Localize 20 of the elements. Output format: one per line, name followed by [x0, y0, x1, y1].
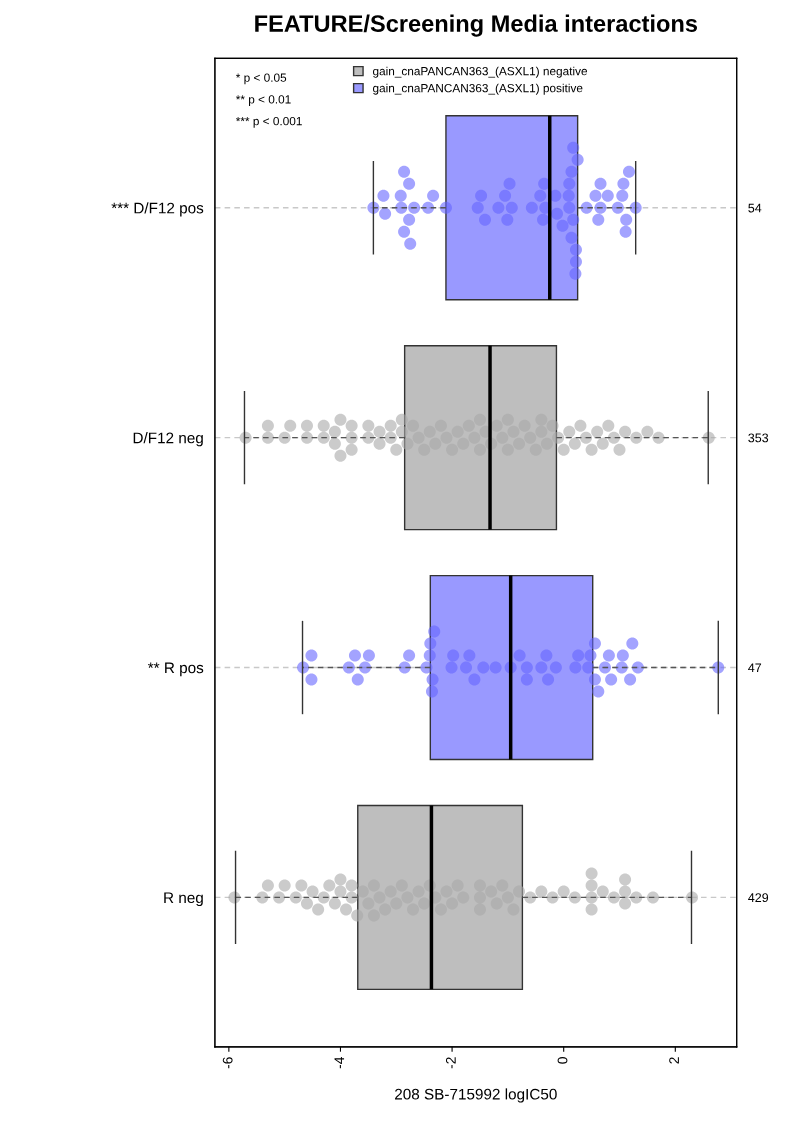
legend-label: gain_cnaPANCAN363_(ASXL1) positive	[373, 83, 583, 95]
y2-tick-label: 47	[748, 663, 762, 673]
y-tick-label: R neg	[164, 892, 203, 907]
x-tick-label: 0	[557, 1057, 568, 1064]
annotation: *** p < 0.001	[235, 116, 302, 128]
y2-tick-label: 429	[748, 893, 769, 903]
y-tick-label: D/F12 neg	[133, 432, 203, 447]
y2-tick-label: 353	[748, 433, 769, 443]
x-axis-title: 208 SB-715992 logIC50	[395, 1088, 557, 1103]
y2-tick-label: 54	[748, 203, 762, 213]
chart-title: FEATURE/Screening Media interactions	[255, 14, 698, 37]
x-tick-label: -2	[445, 1057, 456, 1069]
annotation: * p < 0.05	[235, 73, 287, 85]
legend-label: gain_cnaPANCAN363_(ASXL1) negative	[373, 66, 588, 78]
x-tick-label: -4	[334, 1056, 345, 1069]
x-tick-label: 2	[669, 1057, 679, 1064]
annotation: ** p < 0.01	[235, 95, 291, 106]
x-tick-label: -6	[222, 1057, 233, 1069]
y-tick-label: *** D/F12 pos	[111, 202, 204, 217]
y-tick-label: ** R pos	[147, 662, 204, 677]
